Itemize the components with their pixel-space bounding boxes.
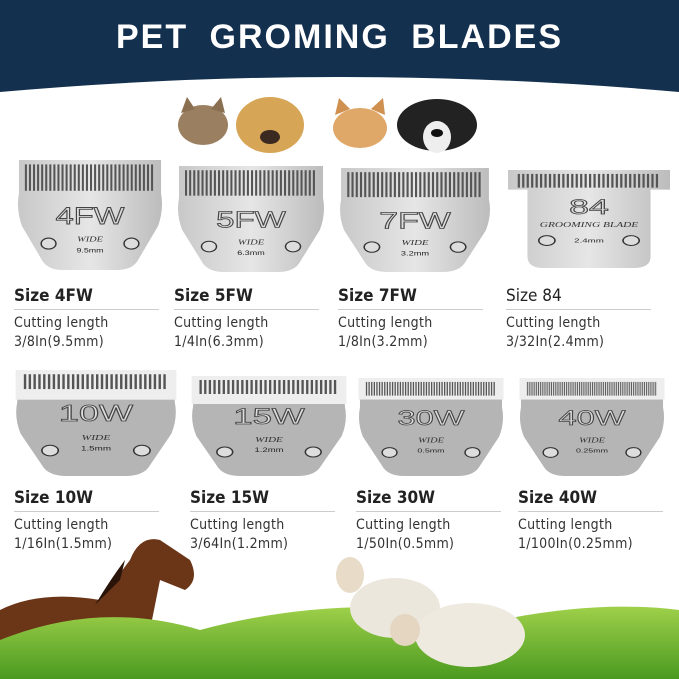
screw-icon — [123, 237, 140, 250]
cutting-label: Cutting length — [338, 315, 433, 331]
blade-mm: 1.5mm — [81, 445, 111, 452]
blade-size: Size 40W — [518, 488, 663, 512]
blade-info: Size 40W Cutting length 1/100In(0.25mm) — [518, 488, 663, 554]
screw-icon — [40, 237, 57, 250]
blade-info: Size 7FW Cutting length 1/8In(3.2mm) — [338, 286, 483, 352]
blade-info: Size 30W Cutting length 1/50In(0.5mm) — [356, 488, 501, 554]
cutting-length: 3/8In(9.5mm) — [14, 334, 104, 350]
cutting-length: 1/8In(3.2mm) — [338, 334, 428, 350]
blade-size: Size 15W — [190, 488, 335, 512]
blade-mm: 2.4mm — [574, 237, 604, 244]
cutting-label: Cutting length — [174, 315, 269, 331]
blade-size: Size 4FW — [14, 286, 159, 310]
blade-wide: WIDE — [82, 434, 111, 442]
blade-info: Size 15W Cutting length 3/64In(1.2mm) — [190, 488, 335, 554]
blade-wide: GROOMING BLADE — [540, 222, 639, 229]
blade-code: 10W — [59, 401, 134, 426]
blade-code: 15W — [233, 405, 305, 429]
blade-image: 84 GROOMING BLADE 2.4mm — [508, 170, 670, 268]
cutting-label: Cutting length — [356, 517, 451, 533]
cutting-length: 1/100In(0.25mm) — [518, 536, 633, 552]
pets-image — [178, 97, 477, 153]
blade-size: Size 84 — [506, 286, 651, 310]
blade-image: 15W WIDE 1.2mm — [191, 376, 347, 476]
cutting-label: Cutting length — [14, 315, 109, 331]
blade-size: Size 5FW — [174, 286, 319, 310]
screw-icon — [625, 447, 642, 458]
sheep-icon — [336, 557, 525, 667]
blade-image: 5FW WIDE 6.3mm — [178, 166, 324, 272]
screw-icon — [464, 447, 481, 458]
blade-mm: 1.2mm — [255, 447, 284, 454]
blade-mm: 6.3mm — [237, 249, 264, 256]
blade-image: 10W WIDE 1.5mm — [15, 370, 177, 476]
blade-wide: WIDE — [402, 239, 429, 247]
blade-image: 40W WIDE 0.25mm — [519, 378, 665, 476]
blade-mm: 0.5mm — [417, 447, 444, 454]
cutting-length: 1/4In(6.3mm) — [174, 334, 264, 350]
cat-icon — [333, 98, 387, 148]
dog-icon — [397, 99, 477, 153]
cutting-label: Cutting length — [506, 315, 601, 331]
screw-icon — [41, 444, 60, 457]
blade-code: 30W — [398, 406, 465, 430]
blade-mm: 3.2mm — [401, 250, 430, 257]
blade-mm: 9.5mm — [76, 246, 103, 254]
blade-image: 7FW WIDE 3.2mm — [340, 168, 490, 272]
dog-icon — [236, 97, 304, 153]
screw-icon — [449, 241, 467, 253]
blade-wide: WIDE — [255, 437, 283, 445]
screw-icon — [542, 447, 559, 458]
blade-info: Size 10W Cutting length 1/16In(1.5mm) — [14, 488, 159, 554]
page-title: PET GROMING BLADES — [115, 18, 564, 56]
cutting-label: Cutting length — [14, 517, 109, 533]
blade-image: 4FW WIDE 9.5mm — [17, 160, 163, 270]
blade-mm: 0.25mm — [576, 447, 608, 454]
screw-icon — [216, 446, 234, 458]
cutting-length: 1/16In(1.5mm) — [14, 536, 113, 552]
blade-wide: WIDE — [418, 436, 445, 444]
blade-info: Size 4FW Cutting length 3/8In(9.5mm) — [14, 286, 159, 352]
screw-icon — [132, 444, 151, 457]
screw-icon — [381, 447, 398, 458]
cutting-label: Cutting length — [190, 517, 285, 533]
blade-code: 7FW — [379, 209, 451, 234]
blade-info: Size 5FW Cutting length 1/4In(6.3mm) — [174, 286, 319, 352]
blade-code: 40W — [559, 406, 626, 430]
blade-code: 84 — [569, 195, 609, 219]
blade-info: Size 84 Cutting length 3/32In(2.4mm) — [506, 286, 651, 352]
screw-icon — [537, 235, 556, 246]
screw-icon — [304, 446, 322, 458]
blade-size: Size 10W — [14, 488, 159, 512]
blade-wide: WIDE — [238, 238, 265, 246]
cutting-length: 1/50In(0.5mm) — [356, 536, 455, 552]
blade-code: 4FW — [56, 203, 125, 230]
screw-icon — [284, 240, 302, 253]
screw-icon — [363, 241, 381, 253]
blade-image: 30W WIDE 0.5mm — [358, 378, 504, 476]
cutting-length: 3/64In(1.2mm) — [190, 536, 289, 552]
screw-icon — [622, 235, 641, 246]
blade-size: Size 30W — [356, 488, 501, 512]
cutting-length: 3/32In(2.4mm) — [506, 334, 605, 350]
cutting-label: Cutting length — [518, 517, 613, 533]
blade-wide: WIDE — [579, 436, 606, 444]
screw-icon — [200, 240, 218, 253]
blade-size: Size 7FW — [338, 286, 483, 310]
farm-scene — [0, 539, 679, 679]
blade-wide: WIDE — [77, 235, 103, 243]
grass — [0, 606, 679, 679]
cat-icon — [178, 97, 228, 145]
header-banner — [0, 0, 679, 92]
blade-code: 5FW — [216, 207, 286, 233]
